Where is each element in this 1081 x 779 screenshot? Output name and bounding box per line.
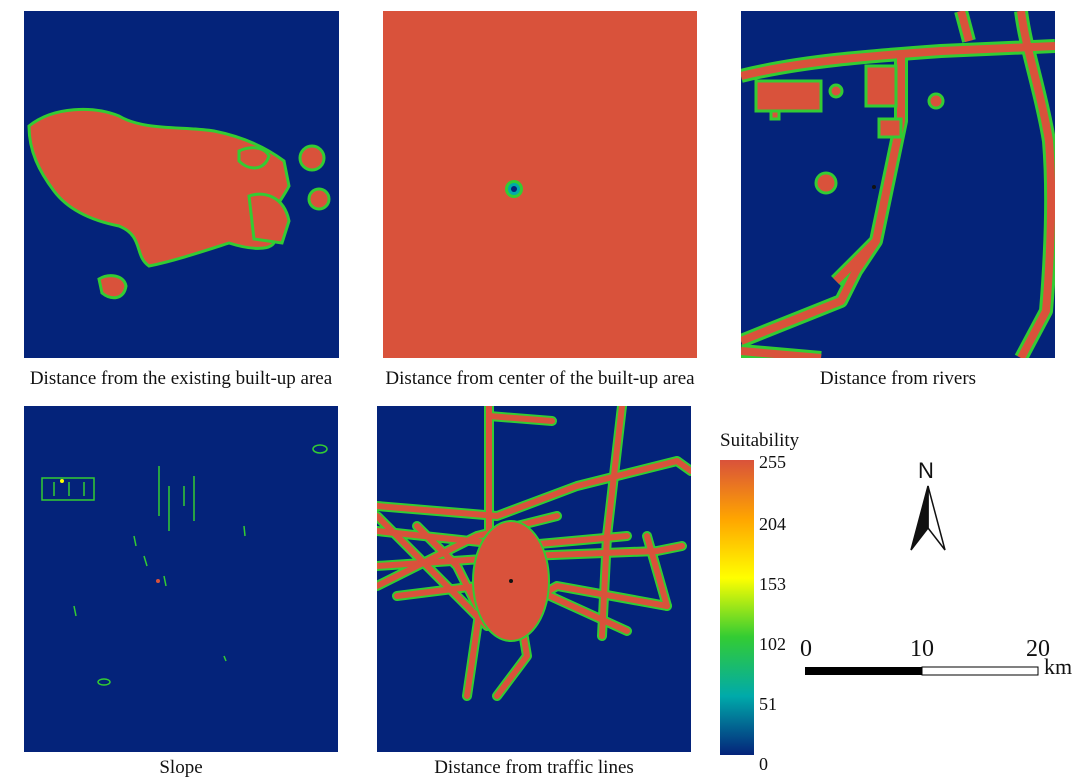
legend-color-ramp [720,460,754,760]
scale-label-20: 20 [1026,636,1050,662]
caption-slope: Slope [159,757,203,778]
scale-label-0: 0 [800,636,812,662]
map-panel-traffic [377,406,691,752]
caption-rivers: Distance from rivers [819,368,977,389]
caption-traffic: Distance from traffic lines [434,757,634,778]
scale-bar: 0 10 20 km [800,632,1080,682]
caption-built-up: Distance from the existing built-up area [29,368,333,389]
north-arrow-icon: N [905,458,951,558]
legend-tick-0: 0 [759,754,768,774]
scale-label-10: 10 [910,636,934,662]
legend-tick-204: 204 [759,514,786,534]
legend-tick-51: 51 [759,694,777,714]
map-panel-slope [24,406,338,752]
caption-center: Distance from center of the built-up are… [385,368,695,389]
legend-tick-102: 102 [759,634,786,654]
scale-unit: km [1044,654,1073,679]
north-label: N [918,458,934,483]
map-panel-built-up [24,11,339,358]
map-panel-center [383,11,697,358]
legend-tick-153: 153 [759,574,786,594]
legend-title: Suitability [720,430,800,451]
legend-tick-255: 255 [759,452,786,472]
map-panel-rivers [741,11,1055,358]
